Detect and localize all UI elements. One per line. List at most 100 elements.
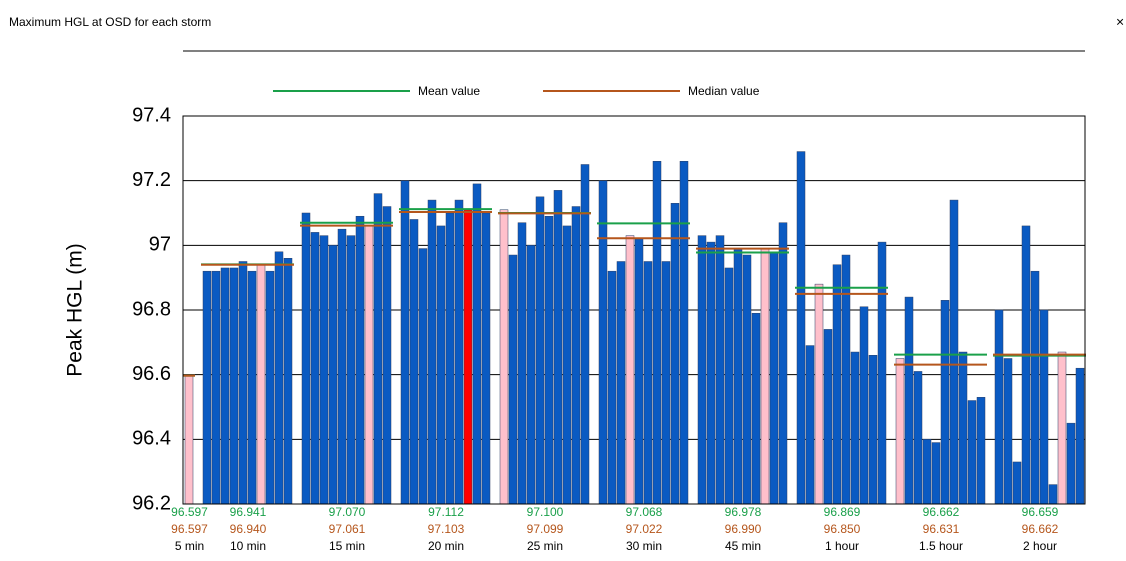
bar <box>517 222 527 505</box>
bar <box>418 248 428 505</box>
bar <box>724 267 734 505</box>
bar <box>535 196 545 505</box>
bar <box>472 183 482 505</box>
bar <box>832 264 842 505</box>
bar <box>679 161 689 505</box>
bar <box>427 199 437 505</box>
bar <box>238 261 248 505</box>
x-tick-label: 45 min <box>725 539 761 553</box>
bar <box>526 245 536 505</box>
x-tick-label: 25 min <box>527 539 563 553</box>
bar <box>544 215 554 505</box>
bar <box>382 206 392 505</box>
bar <box>652 161 662 505</box>
mean-label: 96.941 <box>230 505 267 519</box>
bar <box>940 300 950 505</box>
bar <box>823 329 833 505</box>
y-tick-label: 96.8 <box>132 298 171 320</box>
bar <box>463 209 473 505</box>
bar <box>931 442 941 505</box>
mean-label: 96.597 <box>171 505 208 519</box>
bar <box>751 312 761 505</box>
bar <box>868 355 878 505</box>
bar <box>1030 270 1040 505</box>
bar <box>283 258 293 505</box>
bar <box>1066 422 1076 505</box>
mean-label: 96.662 <box>923 505 960 519</box>
bar <box>364 225 374 505</box>
bar <box>220 267 230 505</box>
mean-label: 97.100 <box>527 505 564 519</box>
y-tick-label: 96.6 <box>132 363 171 385</box>
bar <box>499 209 509 505</box>
bar <box>1039 309 1049 505</box>
bar <box>904 296 914 505</box>
bar <box>778 222 788 505</box>
bar <box>625 235 635 505</box>
bar <box>769 251 779 505</box>
x-tick-label: 10 min <box>230 539 266 553</box>
x-tick-label: 20 min <box>428 539 464 553</box>
bar <box>337 228 347 505</box>
bar <box>607 270 617 505</box>
bar <box>742 254 752 505</box>
bar <box>301 212 311 505</box>
median-label: 96.662 <box>1022 522 1059 536</box>
bar <box>508 254 518 505</box>
median-label: 96.597 <box>171 522 208 536</box>
bar <box>571 206 581 505</box>
bar <box>877 241 887 505</box>
median-label: 97.103 <box>428 522 465 536</box>
x-tick-label: 15 min <box>329 539 365 553</box>
mean-label: 96.978 <box>725 505 762 519</box>
bar <box>1003 358 1013 505</box>
bar <box>967 400 977 505</box>
bar <box>805 345 815 505</box>
bar <box>661 261 671 505</box>
bar <box>481 212 491 505</box>
y-tick-label: 96.2 <box>132 492 171 514</box>
legend-label: Median value <box>688 84 760 98</box>
bar <box>697 235 707 505</box>
bar <box>958 351 968 505</box>
bar <box>859 306 869 505</box>
bar <box>1048 484 1058 505</box>
bar <box>670 203 680 505</box>
bar <box>841 254 851 505</box>
mean-label: 97.070 <box>329 505 366 519</box>
y-tick-label: 97 <box>149 234 171 256</box>
bar <box>643 261 653 505</box>
x-tick-label: 5 min <box>175 539 204 553</box>
bar <box>733 248 743 505</box>
bar <box>247 270 257 505</box>
median-label: 97.022 <box>626 522 663 536</box>
bar <box>553 190 563 505</box>
mean-label: 96.659 <box>1022 505 1059 519</box>
bar <box>913 371 923 505</box>
close-button[interactable]: × <box>1116 14 1124 30</box>
bar <box>976 397 986 505</box>
bar <box>1075 367 1085 505</box>
window-title: Maximum HGL at OSD for each storm <box>9 15 211 29</box>
bar <box>580 164 590 505</box>
bar <box>355 215 365 505</box>
bar <box>895 358 905 505</box>
bar <box>346 235 356 505</box>
x-tick-label: 2 hour <box>1023 539 1057 553</box>
median-label: 96.940 <box>230 522 267 536</box>
bar <box>994 309 1004 505</box>
median-label: 97.061 <box>329 522 366 536</box>
bar <box>949 199 959 505</box>
y-axis-label: Peak HGL (m) <box>64 243 87 376</box>
median-label: 96.631 <box>923 522 960 536</box>
x-tick-label: 1 hour <box>825 539 859 553</box>
bar <box>1021 225 1031 505</box>
bar <box>202 270 212 505</box>
plot-frame <box>182 115 1086 505</box>
mean-label: 97.068 <box>626 505 663 519</box>
bar <box>850 351 860 505</box>
bar <box>1057 351 1067 505</box>
bar <box>265 270 275 505</box>
bar <box>436 225 446 505</box>
